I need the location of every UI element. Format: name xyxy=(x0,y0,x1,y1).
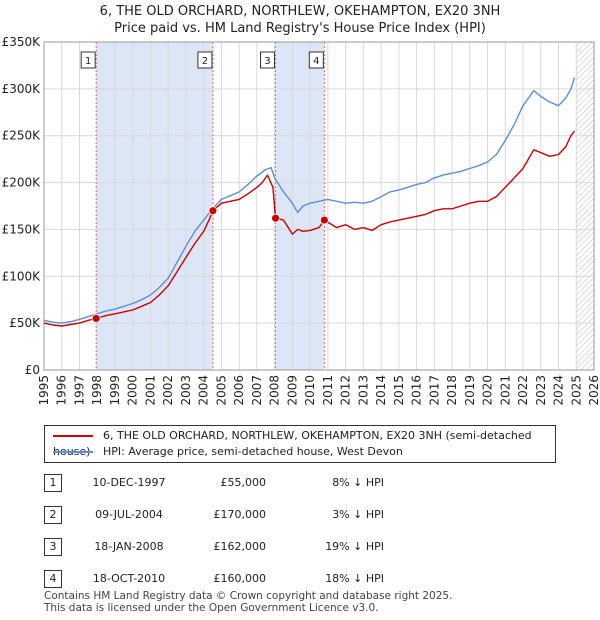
x-tick-label: 2008 xyxy=(268,375,282,406)
sale-number: 1 xyxy=(44,474,62,492)
y-tick-label: £250K xyxy=(2,129,42,143)
table-row: 1 10-DEC-1997 £55,000 8% ↓ HPI xyxy=(44,474,464,492)
x-tick-label: 2011 xyxy=(321,375,335,406)
sale-price: £162,000 xyxy=(213,540,267,553)
x-tick-label: 2005 xyxy=(214,375,228,406)
x-tick-label: 2010 xyxy=(303,375,317,406)
sale-marker-box xyxy=(80,51,96,69)
legend-item-hpi: HPI: Average price, semi-detached house,… xyxy=(53,444,403,460)
x-tick-label: 2022 xyxy=(516,375,530,406)
y-tick-label: £100K xyxy=(2,269,42,283)
x-tick-label: 1999 xyxy=(108,375,122,406)
sale-marker-box xyxy=(260,51,276,69)
sale-number: 3 xyxy=(44,538,62,556)
legend-label-hpi: HPI: Average price, semi-detached house,… xyxy=(103,445,403,458)
ownership-shade xyxy=(275,42,325,370)
table-row: 2 09-JUL-2004 £170,000 3% ↓ HPI xyxy=(44,506,464,524)
chart-title-line1: 6, THE OLD ORCHARD, NORTHLEW, OKEHAMPTON… xyxy=(99,4,501,19)
x-tick-label: 2015 xyxy=(392,375,406,406)
price-chart: £0 £50K £100K £150K £200K £250K £300K £350K 1995… xyxy=(2,35,600,406)
x-tick-label: 1995 xyxy=(37,375,51,406)
sale-marker xyxy=(271,213,280,223)
x-tick-label: 1998 xyxy=(90,375,104,406)
x-tick-label: 2001 xyxy=(143,375,157,406)
y-tick-label: £0 xyxy=(25,363,40,377)
plot-frame xyxy=(43,41,595,371)
x-tick-label: 2020 xyxy=(481,375,495,406)
table-row: 3 18-JAN-2008 £162,000 19% ↓ HPI xyxy=(44,538,464,556)
x-tick-label: 2013 xyxy=(356,375,370,406)
x-tick-label: 2007 xyxy=(250,375,264,406)
footer-licence: This data is licensed under the Open Gov… xyxy=(44,602,379,614)
x-tick-label: 2023 xyxy=(534,375,548,406)
x-tick-label: 2026 xyxy=(587,375,600,406)
legend-swatch-hpi xyxy=(53,451,93,453)
sale-marker-label: 4 xyxy=(313,56,319,67)
x-tick-label: 2018 xyxy=(445,375,459,406)
y-tick-label: £300K xyxy=(2,82,42,96)
chart-title-line2: Price paid vs. HM Land Registry's House … xyxy=(114,21,486,36)
x-tick-label: 2006 xyxy=(232,375,246,406)
y-tick-label: £50K xyxy=(9,316,41,330)
x-tick-label: 2024 xyxy=(552,375,566,406)
chart-legend: 6, THE OLD ORCHARD, NORTHLEW, OKEHAMPTON… xyxy=(44,425,556,463)
sale-marker-box xyxy=(197,51,213,69)
sale-marker xyxy=(208,206,218,216)
sale-date: 18-JAN-2008 xyxy=(94,540,164,553)
forecast-hatch xyxy=(576,42,594,370)
x-tick-label: 2003 xyxy=(179,375,193,406)
x-tick-label: 2014 xyxy=(374,375,388,406)
series-line-hpi xyxy=(43,77,576,324)
ownership-shade xyxy=(96,42,213,370)
footer: Contains HM Land Registry data © Crown c… xyxy=(44,590,452,614)
x-tick-label: 2012 xyxy=(339,375,353,406)
sale-marker-label: 3 xyxy=(264,56,270,67)
x-tick-label: 2025 xyxy=(569,375,583,406)
x-tick-label: 2019 xyxy=(463,375,477,406)
x-tick-label: 2000 xyxy=(126,375,140,406)
x-tick-label: 2004 xyxy=(197,375,211,406)
x-tick-label: 2016 xyxy=(410,375,424,406)
sale-marker-label: 2 xyxy=(202,56,208,67)
sale-price: £55,000 xyxy=(220,476,267,489)
table-row: 4 18-OCT-2010 £160,000 18% ↓ HPI xyxy=(44,570,464,588)
sale-marker xyxy=(91,314,101,323)
x-tick-label: 1997 xyxy=(72,375,86,406)
sale-date: 10-DEC-1997 xyxy=(92,476,166,489)
x-tick-label: 2002 xyxy=(161,375,175,406)
sale-number: 2 xyxy=(44,506,62,524)
legend-swatch-property xyxy=(53,435,93,437)
sale-marker-box xyxy=(308,51,324,69)
sale-date: 09-JUL-2004 xyxy=(95,508,163,521)
sale-hpi-diff: 8% ↓ HPI xyxy=(332,476,384,489)
x-tick-label: 1996 xyxy=(55,375,69,406)
sale-price: £170,000 xyxy=(213,508,267,521)
sale-price: £160,000 xyxy=(213,572,267,585)
sale-hpi-diff: 19% ↓ HPI xyxy=(325,540,384,553)
series-line-property xyxy=(43,130,576,327)
sale-hpi-diff: 3% ↓ HPI xyxy=(332,508,384,521)
sale-marker xyxy=(319,215,329,225)
sale-number: 4 xyxy=(44,570,62,588)
legend-item-property: 6, THE OLD ORCHARD, NORTHLEW, OKEHAMPTON… xyxy=(53,428,555,458)
sale-date: 18-OCT-2010 xyxy=(92,572,166,585)
y-tick-label: £350K xyxy=(2,35,42,49)
x-tick-label: 2009 xyxy=(285,375,299,406)
sale-hpi-diff: 18% ↓ HPI xyxy=(325,572,384,585)
y-tick-label: £150K xyxy=(2,222,42,236)
footer-copyright: Contains HM Land Registry data © Crown c… xyxy=(44,590,453,602)
y-tick-label: £200K xyxy=(2,176,42,190)
x-tick-label: 2021 xyxy=(498,375,512,406)
sale-marker-label: 1 xyxy=(85,56,91,67)
x-tick-label: 2017 xyxy=(427,375,441,406)
